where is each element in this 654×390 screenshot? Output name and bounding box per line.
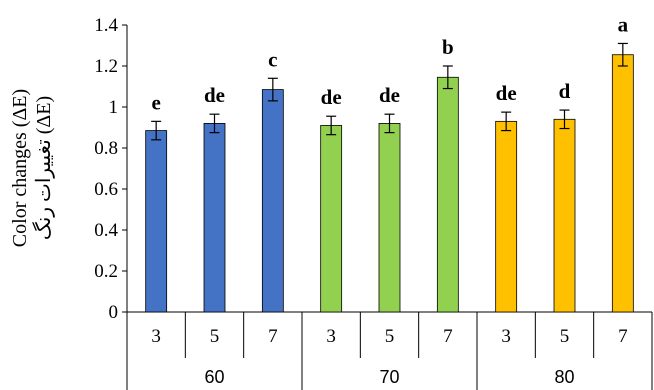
significance-letters: e de c de de b de d a	[152, 12, 629, 114]
bar	[378, 123, 401, 313]
x-category-label: 7	[443, 326, 453, 347]
bar	[320, 125, 343, 313]
significance-letter: de	[496, 81, 517, 105]
y-tick-label: 0.6	[94, 179, 118, 200]
x-category-label: 5	[385, 326, 395, 347]
x-group-label: 70	[379, 367, 399, 387]
x-category-label: 7	[268, 326, 278, 347]
y-tick-label: 1.4	[94, 15, 118, 36]
significance-letter: b	[442, 35, 454, 59]
x-category-label: 7	[618, 326, 628, 347]
bar	[436, 76, 459, 313]
significance-letter: d	[559, 79, 571, 103]
error-bars	[151, 42, 628, 141]
x-category-label: 5	[210, 326, 220, 347]
significance-letter: e	[152, 90, 161, 114]
x-category-label: 5	[560, 326, 570, 347]
bar	[203, 123, 226, 313]
significance-letter: c	[268, 47, 277, 71]
significance-letter: a	[618, 12, 629, 36]
y-axis-title: Color changes (ΔE) تغییرات رنگ (ΔE)	[9, 89, 55, 247]
x-group-label: 60	[204, 367, 224, 387]
bar	[145, 130, 168, 313]
significance-letter: de	[379, 83, 400, 107]
y-tick-label: 1	[109, 97, 119, 118]
y-tick-label: 0.8	[94, 138, 118, 159]
x-axis-category-grid: 3 5 7 60 3 5 7 70 3 5 7 80	[126, 312, 653, 390]
y-axis-title-persian: تغییرات رنگ (ΔE)	[32, 96, 55, 240]
x-category-label: 3	[501, 326, 511, 347]
bar	[261, 89, 284, 313]
y-tick-label: 1.2	[94, 56, 118, 77]
x-category-label: 3	[151, 326, 161, 347]
bar	[611, 54, 634, 313]
y-tick-label: 0.4	[94, 220, 118, 241]
significance-letter: de	[321, 85, 342, 109]
bar	[553, 118, 576, 313]
x-group-label: 80	[554, 367, 574, 387]
y-axis-ticks: 0 0.2 0.4 0.6 0.8 1 1.2 1.4	[94, 15, 127, 323]
x-category-label: 3	[326, 326, 336, 347]
significance-letter: de	[204, 83, 225, 107]
bar	[495, 120, 518, 313]
y-tick-label: 0	[109, 302, 119, 323]
y-axis-title-english: Color changes (ΔE)	[9, 89, 31, 247]
y-tick-label: 0.2	[94, 261, 118, 282]
